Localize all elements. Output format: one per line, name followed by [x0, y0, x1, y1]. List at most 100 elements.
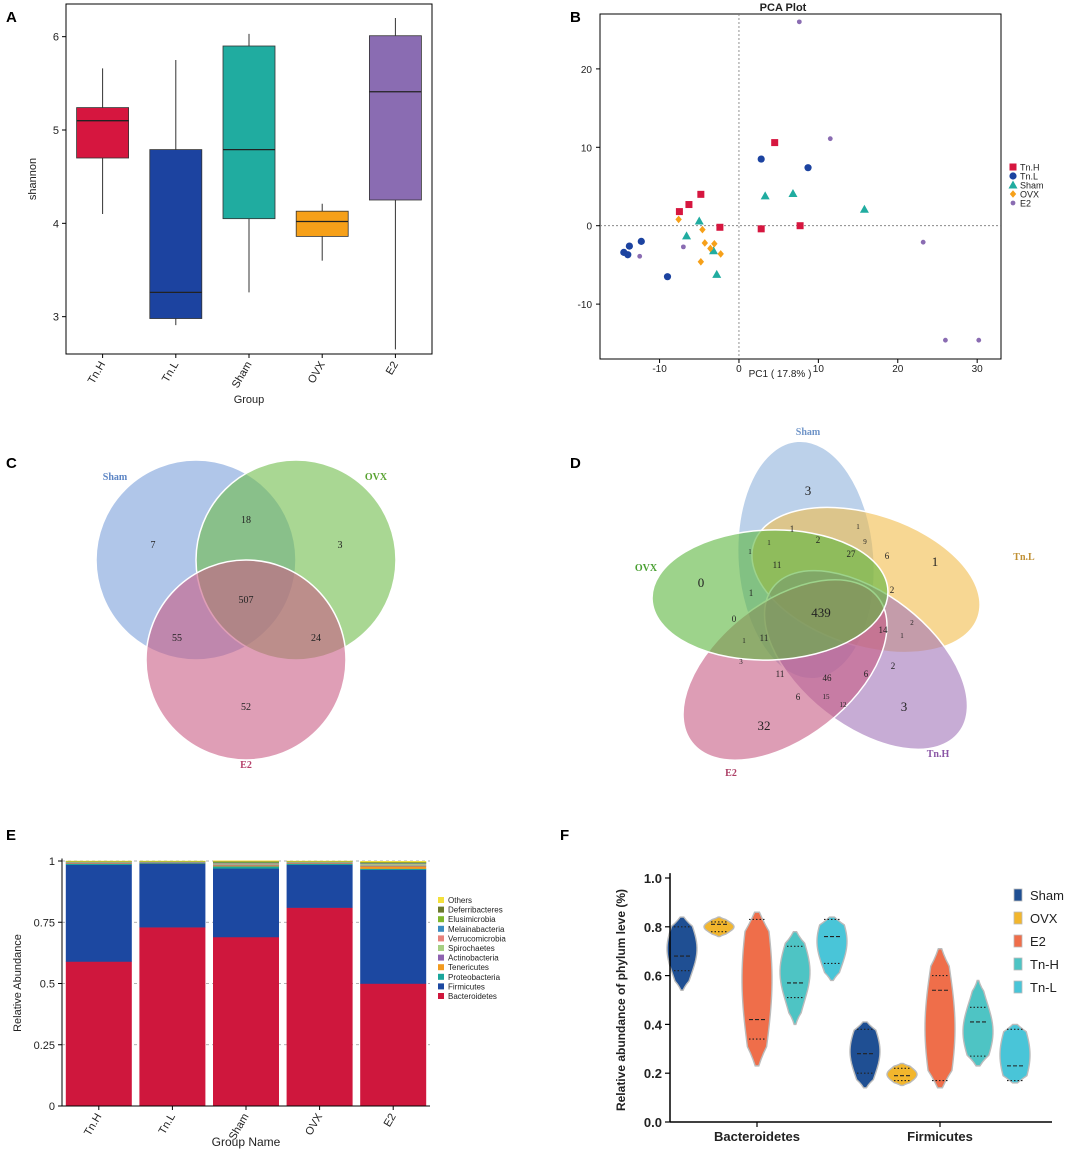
panel-a-xlabel: Group: [234, 394, 265, 406]
bar-segment: [360, 861, 427, 863]
venn-d-overlap: 12: [840, 701, 848, 709]
bar-segment: [360, 865, 427, 867]
legend-label: Melainabacteria: [448, 925, 505, 934]
violin: [666, 916, 698, 991]
bar-segment: [65, 860, 132, 862]
venn-d-overlap: 2: [890, 585, 895, 595]
legend-swatch: [438, 973, 444, 980]
venn-d-overlap: 6: [864, 669, 869, 679]
venn-c-count-all: 507: [239, 595, 254, 606]
legend-swatch: [1013, 888, 1023, 902]
legend-label: Tn.H: [1020, 163, 1040, 173]
legend-label: Spirochaetes: [448, 944, 495, 953]
bar-segment: [360, 868, 427, 870]
venn-d-overlap: 3: [739, 658, 743, 666]
legend-label: Elusimicrobia: [448, 915, 496, 924]
legend-swatch: [438, 964, 444, 971]
bar-segment: [286, 862, 353, 864]
venn-c-label-ovx: OVX: [365, 472, 388, 483]
x-tick-label: Tn.L: [157, 1112, 178, 1137]
bar-segment: [213, 866, 279, 869]
panel-a-boxplot: shannon Group 3 4 5 6 Tn.H Tn.L Sham OVX E2: [27, 3, 433, 406]
venn-d-overlap: 2: [816, 535, 821, 545]
bar-segment: [286, 862, 353, 864]
x-tick-label: 10: [813, 364, 825, 375]
data-point: [625, 242, 633, 250]
x-tick-label: Tn.L: [160, 360, 181, 385]
legend-marker: [1009, 172, 1017, 180]
legend-label: Firmicutes: [448, 982, 485, 991]
y-tick-label: 0.25: [34, 1040, 55, 1052]
y-tick-label: 1.0: [644, 871, 662, 886]
data-point: [796, 19, 802, 25]
y-tick-label: 0.4: [644, 1017, 663, 1032]
data-point: [976, 337, 982, 343]
venn-d-overlap: 15: [823, 693, 831, 701]
venn-d-overlap: 2: [891, 661, 896, 671]
venn-c-count-sham-ovx: 18: [241, 515, 251, 526]
data-point: [685, 201, 693, 209]
bar-segment: [139, 862, 206, 864]
bar-segment: [213, 861, 279, 863]
data-point: [675, 215, 682, 224]
panel-b-xlabel: PC1 ( 17.8% ): [749, 369, 812, 380]
bar-segment: [65, 862, 132, 864]
legend-swatch: [1013, 980, 1023, 994]
data-point: [711, 239, 718, 248]
bar-segment: [360, 863, 427, 865]
bar-segment: [360, 983, 427, 1107]
bar-segment: [213, 864, 279, 866]
y-tick-label: 3: [53, 312, 59, 324]
bar-segment: [286, 863, 353, 865]
y-tick-label: 0: [586, 222, 592, 233]
panel-label-a: A: [6, 9, 17, 26]
panel-label-d: D: [570, 455, 581, 472]
venn-d-overlap: 6: [885, 551, 890, 561]
venn-d-overlap: 14: [879, 625, 889, 635]
legend-label: Tn-L: [1030, 980, 1057, 995]
panel-b-title: PCA Plot: [760, 2, 807, 14]
legend-swatch: [438, 954, 444, 961]
y-tick-label: 4: [53, 218, 59, 230]
y-tick-label: 0.75: [34, 917, 55, 929]
box: [222, 45, 276, 220]
venn-c-count-ovx: 3: [338, 540, 343, 551]
venn-d-unique-tnl: 1: [932, 554, 939, 569]
y-tick-label: -10: [578, 300, 593, 311]
data-point: [920, 239, 926, 245]
legend-label: Proteobacteria: [448, 973, 501, 982]
data-point: [771, 139, 779, 147]
venn-c-count-ovx-e2: 24: [311, 633, 321, 644]
panel-label-b: B: [570, 9, 581, 26]
legend-swatch: [1013, 934, 1023, 948]
data-point: [637, 253, 643, 259]
data-point: [707, 244, 714, 253]
venn-c-label-e2: E2: [240, 760, 252, 771]
x-tick-label: Sham: [230, 360, 255, 391]
legend-marker: [1009, 163, 1017, 171]
bar-segment: [213, 863, 279, 865]
venn-d-overlap: 0: [732, 614, 737, 624]
bar-segment: [360, 869, 427, 984]
y-tick-label: 1: [49, 856, 55, 868]
y-tick-label: 20: [581, 65, 593, 76]
legend-swatch: [438, 897, 444, 903]
panel-label-f: F: [560, 827, 569, 844]
legend-label: Deferribacteres: [448, 906, 503, 915]
venn-d-overlap: 11: [776, 669, 785, 679]
bar-segment: [360, 866, 427, 869]
legend-label: Tn.L: [1020, 172, 1038, 182]
legend-label: OVX: [1030, 911, 1058, 926]
panel-label-e: E: [6, 827, 16, 844]
venn-d-unique-ovx: 0: [698, 575, 705, 590]
legend-marker: [1010, 200, 1016, 206]
violin: [849, 1021, 881, 1089]
box: [295, 210, 349, 237]
bar-segment: [65, 961, 132, 1107]
legend-label: Tn-H: [1030, 957, 1059, 972]
x-tick-label: Tn.H: [82, 1111, 104, 1138]
bar-segment: [65, 863, 132, 864]
panel-a-ylabel: shannon: [27, 158, 39, 200]
data-point: [637, 237, 645, 245]
y-tick-label: 0.2: [644, 1066, 662, 1081]
